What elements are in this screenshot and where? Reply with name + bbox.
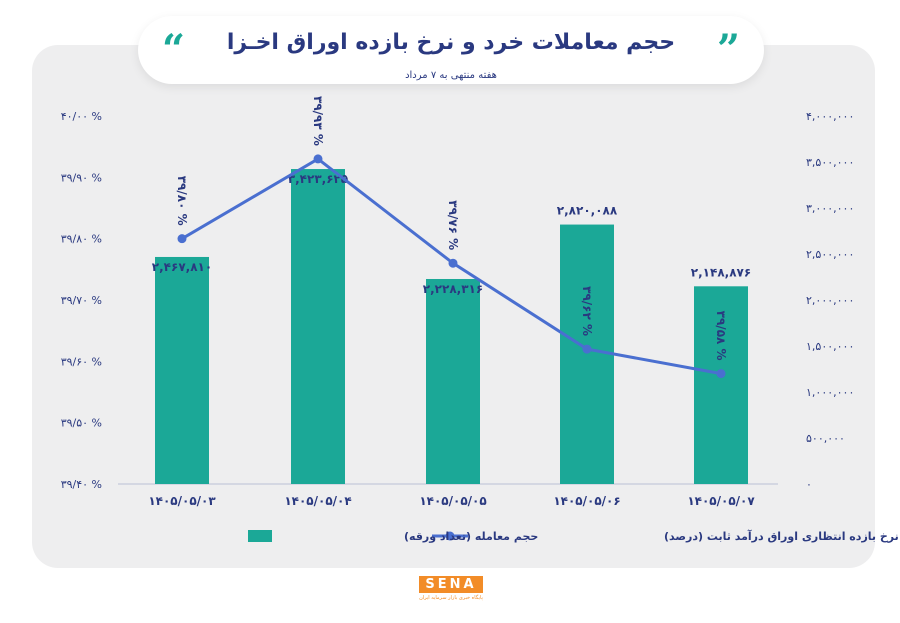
right-tick-label: ۱,۰۰۰,۰۰۰ bbox=[806, 386, 854, 399]
bar bbox=[694, 286, 748, 484]
category-label: ۱۴۰۵/۰۵/۰۷ bbox=[687, 494, 755, 508]
category-label: ۱۴۰۵/۰۵/۰۵ bbox=[419, 494, 486, 508]
left-tick-label: ۳۹/۶۰ % bbox=[61, 355, 102, 368]
bar bbox=[291, 169, 345, 485]
right-axis: ۴,۰۰۰,۰۰۰ ۳,۵۰۰,۰۰۰ ۳,۰۰۰,۰۰۰ ۲,۵۰۰,۰۰۰ ۲,۰۰… bbox=[806, 110, 854, 491]
right-tick-label: ۲,۵۰۰,۰۰۰ bbox=[806, 248, 854, 261]
left-tick-label: ۴۰/۰۰ % bbox=[61, 110, 102, 123]
left-tick-label: ۳۹/۴۰ % bbox=[61, 478, 102, 491]
legend-bar-swatch bbox=[248, 530, 272, 542]
right-tick-label: ۵۰۰,۰۰۰ bbox=[806, 432, 845, 445]
chart-subtitle: هفته منتهی به ۷ مرداد bbox=[405, 70, 497, 81]
bar-data-label: ۲,۱۴۸,۸۷۶ bbox=[691, 265, 751, 279]
left-axis: ۴۰/۰۰ % ۳۹/۹۰ % ۳۹/۸۰ % ۳۹/۷۰ % ۳۹/۶۰ % ۳۹/۵۰… bbox=[61, 110, 102, 491]
category-label: ۱۴۰۵/۰۵/۰۴ bbox=[284, 494, 351, 508]
yield-data-label: ۳۹/۶۲ % bbox=[580, 286, 594, 336]
bar-data-label: ۲,۲۲۸,۳۱۶ bbox=[423, 282, 483, 296]
bar-data-label: ۲,۸۲۰,۰۸۸ bbox=[557, 204, 618, 218]
quote-open-icon: “ bbox=[162, 26, 186, 73]
legend-label-volume: حجم معامله (تعداد ورقه) bbox=[404, 530, 538, 543]
yield-data-label: ۳۹/۸۰ % bbox=[175, 176, 189, 226]
logo-wordmark: SENA bbox=[419, 576, 483, 593]
yield-point bbox=[448, 258, 458, 268]
right-tick-label: ۰ bbox=[806, 478, 812, 491]
right-tick-label: ۳,۵۰۰,۰۰۰ bbox=[806, 156, 854, 169]
yield-data-label: ۳۹/۵۸ % bbox=[714, 311, 728, 361]
right-tick-label: ۴,۰۰۰,۰۰۰ bbox=[806, 110, 854, 123]
left-tick-label: ۳۹/۵۰ % bbox=[61, 417, 102, 430]
bar bbox=[155, 256, 209, 484]
category-label: ۱۴۰۵/۰۵/۰۳ bbox=[148, 494, 216, 508]
left-tick-label: ۳۹/۹۰ % bbox=[61, 171, 102, 184]
yield-point bbox=[313, 154, 323, 164]
bar-series: ۲,۴۶۷,۸۱۰ ۳,۴۲۳,۶۲۵ ۲,۲۲۸,۳۱۶ ۲,۸۲۰,۰۸۸ ۲,۱۴… bbox=[152, 169, 751, 485]
quote-close-icon: ” bbox=[716, 26, 740, 73]
left-tick-label: ۳۹/۸۰ % bbox=[61, 233, 102, 246]
logo-tagline: پایگاه خبری بازار سرمایه ایران bbox=[419, 595, 483, 601]
right-tick-label: ۲,۰۰۰,۰۰۰ bbox=[806, 294, 854, 307]
yield-point bbox=[716, 369, 726, 379]
yield-data-label: ۳۹/۹۳ % bbox=[311, 96, 325, 146]
right-tick-label: ۳,۰۰۰,۰۰۰ bbox=[806, 202, 854, 215]
sena-logo: SENA پایگاه خبری بازار سرمایه ایران bbox=[419, 576, 483, 610]
yield-data-label: ۳۹/۷۶ % bbox=[446, 200, 460, 250]
category-labels: ۱۴۰۵/۰۵/۰۳ ۱۴۰۵/۰۵/۰۴ ۱۴۰۵/۰۵/۰۵ ۱۴۰۵/۰۵/۰۶… bbox=[148, 494, 755, 508]
legend-label-yield: نرخ بازده انتظاری اوراق درآمد ثابت (درصد… bbox=[664, 529, 899, 543]
yield-point bbox=[582, 344, 592, 354]
bar bbox=[426, 278, 480, 484]
chart-title: حجم معاملات خرد و نرخ بازده اوراق اخـزا bbox=[226, 30, 676, 55]
bar-data-label: ۲,۴۶۷,۸۱۰ bbox=[152, 260, 212, 274]
yield-point bbox=[177, 234, 187, 244]
line-series: ۳۹/۸۰ % ۳۹/۹۳ % ۳۹/۷۶ % ۳۹/۶۲ % ۳۹/۵۸ % bbox=[175, 96, 728, 379]
legend-line-marker bbox=[445, 531, 455, 541]
right-tick-label: ۱,۵۰۰,۰۰۰ bbox=[806, 340, 854, 353]
left-tick-label: ۳۹/۷۰ % bbox=[61, 294, 102, 307]
bar-data-label: ۳,۴۲۳,۶۲۵ bbox=[288, 172, 348, 186]
title-banner: “ حجم معاملات خرد و نرخ بازده اوراق اخـز… bbox=[138, 16, 764, 84]
legend: نرخ بازده انتظاری اوراق درآمد ثابت (درصد… bbox=[248, 529, 899, 543]
bar bbox=[560, 224, 614, 484]
category-label: ۱۴۰۵/۰۵/۰۶ bbox=[553, 494, 620, 508]
